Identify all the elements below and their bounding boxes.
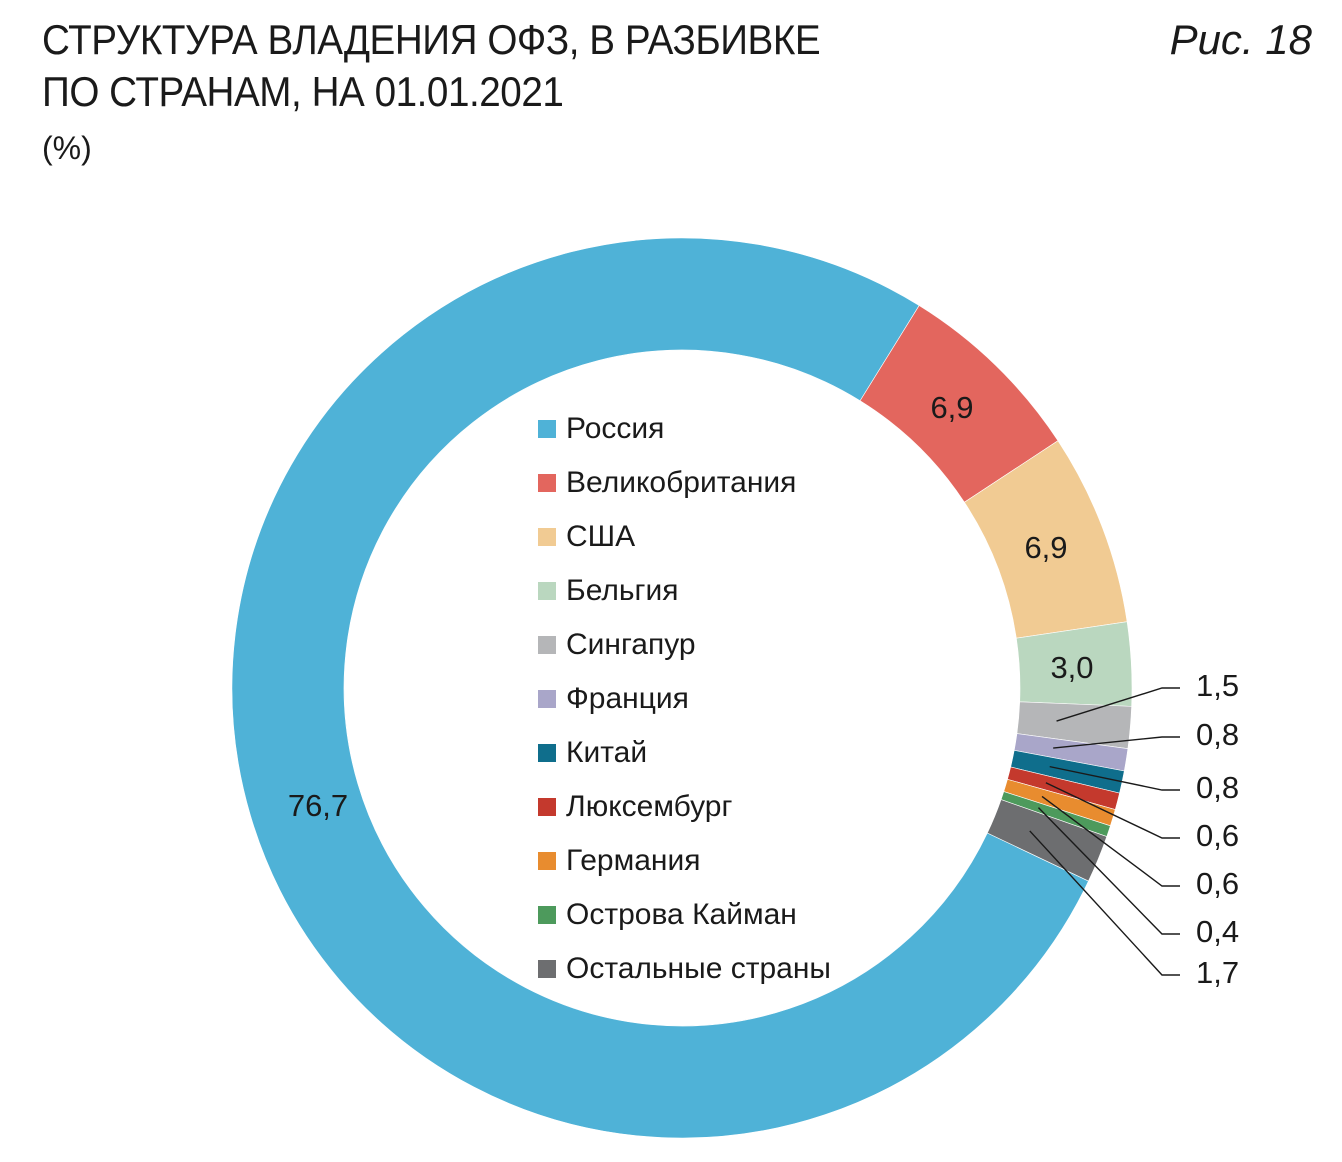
legend-item-2: Великобритания xyxy=(538,456,831,510)
unit-label: (%) xyxy=(42,130,92,166)
leader-line-7 xyxy=(1049,765,1180,791)
legend-item-9: Германия xyxy=(538,834,831,888)
leader-line-10 xyxy=(1037,807,1180,935)
legend-swatch xyxy=(538,636,556,654)
legend-swatch xyxy=(538,852,556,870)
chart-legend: Россия Великобритания США Бельгия Сингапур Фр… xyxy=(538,402,831,996)
data-label-9: 0,6 xyxy=(1196,866,1239,901)
legend-swatch xyxy=(538,960,556,978)
chart-title-line-1: СТРУКТУРА ВЛАДЕНИЯ ОФЗ, В РАЗБИВКЕ xyxy=(42,16,821,63)
legend-swatch xyxy=(538,474,556,492)
legend-item-5: Сингапур xyxy=(538,618,831,672)
data-label-8: 0,6 xyxy=(1196,818,1239,853)
legend-label: Остальные страны xyxy=(566,952,831,985)
legend-label: Германия xyxy=(566,844,701,877)
data-label-2: 6,9 xyxy=(930,390,973,425)
legend-swatch xyxy=(538,798,556,816)
legend-swatch xyxy=(538,582,556,600)
legend-item-3: США xyxy=(538,510,831,564)
leader-line-11 xyxy=(1029,830,1180,976)
legend-item-6: Франция xyxy=(538,672,831,726)
figure-number: Рис. 18 xyxy=(1169,16,1312,63)
legend-item-10: Острова Кайман xyxy=(538,888,831,942)
data-label-4: 3,0 xyxy=(1050,650,1093,685)
legend-label: Великобритания xyxy=(566,466,797,499)
legend-swatch xyxy=(538,906,556,924)
legend-label: Китай xyxy=(566,736,648,769)
legend-item-11: Остальные страны xyxy=(538,942,831,996)
legend-swatch xyxy=(538,528,556,546)
data-label-5: 1,5 xyxy=(1196,668,1239,703)
data-label-11: 1,7 xyxy=(1196,955,1239,990)
legend-swatch xyxy=(538,744,556,762)
leader-line-5 xyxy=(1056,687,1180,722)
legend-item-1: Россия xyxy=(538,402,831,456)
legend-swatch xyxy=(538,420,556,438)
data-label-3: 6,9 xyxy=(1024,530,1067,565)
legend-item-4: Бельгия xyxy=(538,564,831,618)
data-label-1: 76,7 xyxy=(288,788,348,823)
chart-title: СТРУКТУРА ВЛАДЕНИЯ ОФЗ, В РАЗБИВКЕ ПО СТ… xyxy=(42,14,962,118)
slice-11 xyxy=(986,799,1108,882)
legend-label: Франция xyxy=(566,682,689,715)
legend-item-8: Люксембург xyxy=(538,780,831,834)
leader-line-8 xyxy=(1045,782,1180,839)
legend-label: Сингапур xyxy=(566,628,696,661)
legend-swatch xyxy=(538,690,556,708)
data-label-10: 0,4 xyxy=(1196,914,1239,949)
legend-label: Бельгия xyxy=(566,574,679,607)
leader-line-6 xyxy=(1053,736,1180,749)
leader-line-9 xyxy=(1041,795,1180,887)
legend-label: США xyxy=(566,520,636,553)
data-label-7: 0,8 xyxy=(1196,770,1239,805)
legend-label: Острова Кайман xyxy=(566,898,797,931)
data-label-6: 0,8 xyxy=(1196,717,1239,752)
chart-title-line-2: ПО СТРАНАМ, НА 01.01.2021 xyxy=(42,68,564,115)
legend-label: Люксембург xyxy=(566,790,733,823)
slice-1 xyxy=(231,237,1089,1139)
legend-item-7: Китай xyxy=(538,726,831,780)
legend-label: Россия xyxy=(566,412,665,445)
